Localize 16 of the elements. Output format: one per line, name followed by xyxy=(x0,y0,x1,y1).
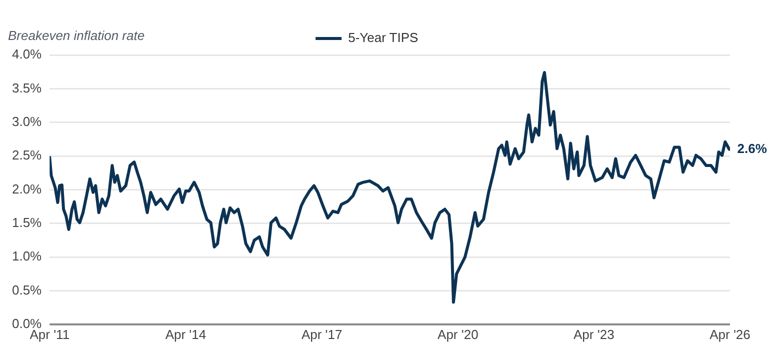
y-tick-label: 0.5% xyxy=(12,282,42,298)
y-axis-title: Breakeven inflation rate xyxy=(8,28,145,44)
y-tick-label: 3.0% xyxy=(12,114,42,129)
annotation: 2.6% xyxy=(737,140,768,156)
x-tick-label: Apr '14 xyxy=(165,326,206,342)
y-tick-label: 4.0% xyxy=(12,46,42,62)
y-tick-label: 1.0% xyxy=(12,248,42,264)
legend-label: 5-Year TIPS xyxy=(348,30,419,46)
x-tick-label: Apr '17 xyxy=(301,326,342,342)
x-tick-label: Apr '20 xyxy=(438,326,478,342)
x-tick-label: Apr '26 xyxy=(710,326,750,342)
y-tick-label: 2.0% xyxy=(12,181,42,196)
y-tick-label: 2.5% xyxy=(12,148,42,163)
x-tick-label: Apr '23 xyxy=(574,326,614,342)
y-tick-label: 3.5% xyxy=(12,80,42,96)
y-tick-label: 1.5% xyxy=(12,214,42,230)
